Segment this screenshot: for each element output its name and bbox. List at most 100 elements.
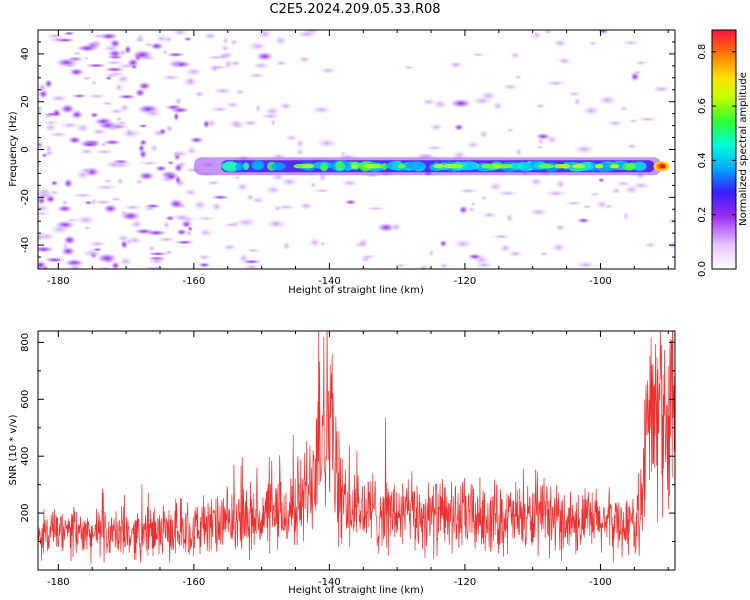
heatmap-noise-blob: [394, 263, 408, 268]
line-x-label: Height of straight line (km): [288, 585, 424, 596]
heatmap-noise-blob: [509, 51, 521, 60]
heatmap-noise-blob: [279, 176, 299, 187]
heatmap-noise-blob: [432, 99, 449, 110]
heatmap-noise-blob: [279, 101, 293, 111]
heatmap-noise-blob: [222, 243, 237, 251]
heatmap-noise-blob: [210, 194, 231, 200]
signal-segment: [405, 161, 425, 170]
signal-hotspot: [398, 164, 406, 169]
heatmap-noise-blob: [154, 165, 168, 172]
heatmap-noise-blob: [61, 63, 79, 69]
heatmap-noise-blob: [148, 244, 156, 253]
signal-hotspot: [492, 164, 502, 169]
heatmap-noise-blob: [193, 90, 206, 98]
heatmap-noise-blob: [545, 134, 559, 145]
line-x-tick-label: -180: [47, 577, 70, 588]
heatmap-noise-blob: [467, 206, 477, 213]
heatmap-noise-blob: [270, 118, 277, 127]
heatmap-noise-blob: [470, 201, 477, 207]
heatmap-noise-blob: [38, 89, 49, 99]
heatmap-noise-blob: [225, 101, 241, 109]
heatmap-noise-blob: [109, 196, 124, 202]
heatmap-noise-blob: [539, 250, 549, 257]
colorbar-tick-label: 0.0: [697, 261, 708, 277]
heatmap-noise-blob: [256, 30, 273, 40]
heatmap-noise-blob: [110, 261, 121, 269]
heatmap-x-tick-label: -160: [183, 276, 206, 287]
heatmap-noise-blob: [501, 83, 519, 91]
line-y-tick-label: 800: [20, 333, 31, 352]
heatmap-noise-blob: [229, 38, 239, 46]
heatmap-noise-blob: [156, 236, 177, 243]
heatmap-noise-blob: [295, 138, 306, 149]
heatmap-noise-blob: [210, 201, 224, 212]
line-y-tick-label: 400: [20, 447, 31, 466]
heatmap-noise-blob: [60, 246, 76, 257]
heatmap-noise-blob: [596, 94, 618, 106]
heatmap-noise-blob: [116, 177, 125, 186]
heatmap-noise-blob: [604, 203, 614, 210]
heatmap-noise-blob: [241, 119, 260, 127]
heatmap-noise-blob: [465, 140, 481, 150]
heatmap-noise-blob: [186, 76, 195, 87]
heatmap-noise-blob: [543, 80, 568, 87]
heatmap-noise-blob: [68, 67, 86, 77]
heatmap-noise-blob: [273, 204, 282, 212]
heatmap-noise-blob: [81, 75, 93, 81]
heatmap-noise-blob: [588, 192, 602, 197]
heatmap-noise-blob: [619, 105, 629, 112]
signal-hotspot: [609, 164, 620, 169]
heatmap-noise-blob: [147, 257, 166, 266]
heatmap-noise-blob: [505, 128, 515, 133]
heatmap-noise-blob: [42, 120, 60, 125]
heatmap-noise-blob: [209, 63, 221, 74]
heatmap-noise-blob: [221, 222, 239, 227]
signal-hotspot: [538, 164, 555, 169]
heatmap-noise-blob: [535, 103, 546, 109]
signal-segment: [320, 162, 329, 172]
heatmap-noise-blob: [197, 262, 212, 268]
heatmap-noise-blob: [144, 229, 169, 237]
signal-segment: [508, 162, 525, 170]
heatmap-noise-blob: [49, 224, 71, 235]
heatmap-noise-blob: [116, 234, 131, 243]
heatmap-noise-blob: [514, 74, 523, 80]
heatmap-noise-blob: [211, 87, 234, 95]
heatmap-noise-blob: [255, 51, 275, 62]
heatmap-x-ticks: -180 -160 -140 -120 -100: [47, 30, 669, 287]
heatmap-noise-blob: [97, 266, 114, 269]
heatmap-noise-blob: [188, 136, 205, 144]
heatmap-noise-blob: [456, 187, 481, 194]
heatmap-noise-blob: [217, 52, 230, 61]
heatmap-noise-blob: [38, 105, 44, 112]
heatmap-noise-blob: [449, 98, 473, 109]
heatmap-noise-blob: [121, 204, 144, 211]
heatmap-noise-blob: [254, 103, 262, 114]
heatmap-noise-blob: [552, 38, 568, 48]
heatmap-noise-blob: [102, 203, 119, 214]
heatmap-noise-blob: [183, 36, 193, 42]
heatmap-noise-blob: [308, 237, 322, 248]
heatmap-noise-blob: [59, 103, 76, 115]
line-x-tick-label: -100: [589, 577, 612, 588]
heatmap-noise-blob: [536, 144, 544, 150]
heatmap-noise-blob: [172, 111, 180, 122]
snr-line-panel: -180 -160 -140 -120 -100 200 400 600 800 Height…: [8, 330, 676, 596]
heatmap-noise-blob: [403, 64, 415, 70]
heatmap-noise-blob: [250, 196, 266, 204]
heatmap-noise-blob: [162, 219, 171, 231]
heatmap-noise-blob: [115, 74, 131, 85]
heatmap-noise-blob: [359, 254, 378, 259]
heatmap-noise-blob: [597, 30, 610, 35]
colorbar-ticks: 0.0 0.2 0.4 0.6 0.8: [697, 44, 736, 277]
heatmap-noise-blob: [542, 30, 553, 35]
heatmap-noise-blob: [162, 249, 174, 256]
heatmap-noise-blob: [439, 239, 448, 248]
heatmap-noise-blob: [143, 109, 164, 118]
heatmap-noise-blob: [186, 145, 197, 156]
heatmap-noise-blob: [134, 178, 144, 186]
heatmap-y-tick-label: 20: [20, 95, 31, 108]
heatmap-noise-blob: [109, 38, 122, 49]
heatmap-noise-blob: [567, 91, 582, 97]
heatmap-noise-blob: [119, 210, 142, 222]
